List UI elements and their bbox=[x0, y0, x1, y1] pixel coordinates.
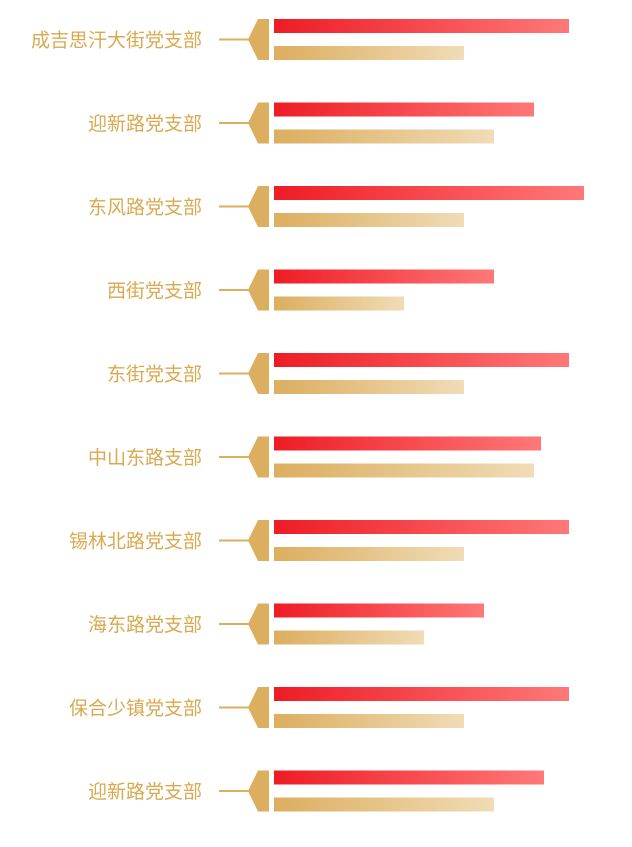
bar-series-2 bbox=[274, 714, 464, 728]
connector-arrow bbox=[248, 102, 269, 144]
connector-arrow bbox=[248, 770, 269, 812]
category-label: 保合少镇党支部 bbox=[69, 698, 202, 720]
category-label: 锡林北路党支部 bbox=[69, 531, 202, 553]
bar-series-2 bbox=[274, 213, 464, 227]
bar-series-1 bbox=[274, 19, 569, 33]
connector-arrow bbox=[248, 353, 269, 394]
category-label: 迎新路党支部 bbox=[88, 781, 202, 803]
bar-series-1 bbox=[274, 269, 494, 284]
category-label: 成吉思汗大街党支部 bbox=[31, 30, 202, 52]
bar-series-2 bbox=[274, 547, 464, 561]
bar-series-1 bbox=[274, 353, 569, 367]
chart-row: 西街党支部 bbox=[107, 269, 494, 311]
connector-arrow bbox=[248, 603, 269, 645]
category-label: 西街党支部 bbox=[107, 280, 202, 302]
bar-series-2 bbox=[274, 129, 494, 144]
connector-arrow bbox=[248, 186, 269, 227]
connector-arrow bbox=[248, 436, 269, 478]
bar-series-1 bbox=[274, 687, 569, 701]
bar-series-1 bbox=[274, 436, 541, 451]
category-label: 东街党支部 bbox=[107, 364, 202, 386]
bar-series-2 bbox=[274, 46, 464, 60]
bar-series-2 bbox=[274, 463, 534, 478]
chart-row: 中山东路支部 bbox=[88, 436, 541, 478]
bar-series-2 bbox=[274, 630, 424, 645]
bar-series-1 bbox=[274, 102, 534, 117]
category-label: 海东路党支部 bbox=[88, 614, 202, 636]
chart-row: 迎新路党支部 bbox=[88, 102, 534, 144]
connector-arrow bbox=[248, 269, 269, 311]
category-label: 东风路党支部 bbox=[88, 197, 202, 219]
bar-series-2 bbox=[274, 797, 494, 812]
bar-series-1 bbox=[274, 603, 484, 618]
chart-row: 成吉思汗大街党支部 bbox=[31, 19, 569, 60]
category-label: 迎新路党支部 bbox=[88, 113, 202, 135]
bar-series-1 bbox=[274, 770, 544, 785]
chart-row: 海东路党支部 bbox=[88, 603, 484, 645]
connector-arrow bbox=[248, 19, 269, 60]
chart-row: 迎新路党支部 bbox=[88, 770, 544, 812]
chart-row: 东风路党支部 bbox=[88, 186, 584, 227]
bar-series-2 bbox=[274, 296, 404, 311]
bar-series-2 bbox=[274, 380, 464, 394]
category-label: 中山东路支部 bbox=[88, 447, 202, 469]
chart-row: 保合少镇党支部 bbox=[69, 687, 569, 728]
connector-arrow bbox=[248, 687, 269, 728]
chart-row: 锡林北路党支部 bbox=[69, 520, 569, 561]
connector-arrow bbox=[248, 520, 269, 561]
bar-series-1 bbox=[274, 520, 569, 534]
bar-series-1 bbox=[274, 186, 584, 200]
chart-row: 东街党支部 bbox=[107, 353, 569, 394]
